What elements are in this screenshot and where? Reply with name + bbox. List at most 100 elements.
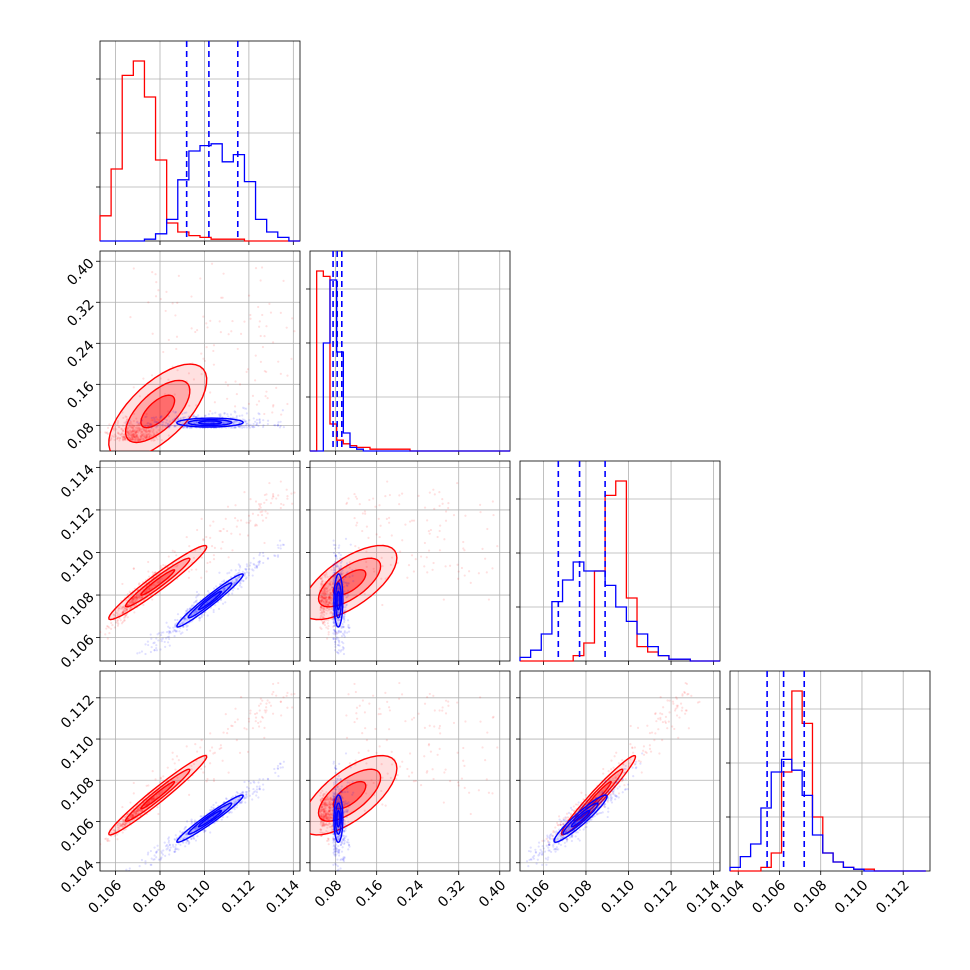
scatter-point-blue-1-0 <box>245 426 248 429</box>
scatter-point-blue-1-0 <box>168 425 171 428</box>
scatter-point-red-3-1 <box>325 804 328 807</box>
scatter-point-red-2-1 <box>327 630 330 634</box>
scatter-point-red-2-0 <box>122 610 125 614</box>
scatter-point-blue-1-0 <box>185 423 188 426</box>
scatter-point-red-3-0 <box>136 809 139 813</box>
scatter-point-blue-2-0 <box>261 551 265 555</box>
scatter-point-red-2-0 <box>132 596 136 599</box>
scatter-point-blue-2-0 <box>251 568 254 571</box>
scatter-point-red-2-1 <box>365 550 368 553</box>
scatter-point-red-2-0 <box>277 494 280 497</box>
scatter-point-red-3-1 <box>328 816 331 819</box>
scatter-point-blue-3-1 <box>336 798 339 801</box>
scatter-point-blue-2-0 <box>163 640 166 644</box>
scatter-point-red-1-0 <box>148 430 152 433</box>
scatter-point-blue-3-1 <box>340 790 343 793</box>
scatter-point-blue-3-0 <box>184 833 187 836</box>
scatter-point-blue-2-0 <box>221 580 224 583</box>
scatter-point-red-2-1 <box>325 601 328 604</box>
scatter-point-red-3-1 <box>323 823 326 826</box>
scatter-point-blue-1-0 <box>166 423 169 426</box>
scatter-point-red-2-1 <box>365 560 368 564</box>
scatter-point-red-3-0 <box>121 822 124 825</box>
scatter-point-red-2-0 <box>234 504 237 507</box>
scatter-point-red-3-0 <box>122 823 125 826</box>
scatter-point-red-3-1 <box>328 821 331 825</box>
scatter-point-red-2-0 <box>200 556 203 559</box>
scatter-point-blue-1-0 <box>255 418 259 421</box>
scatter-point-red-3-0 <box>194 743 197 746</box>
scatter-point-red-2-1 <box>326 603 329 606</box>
scatter-point-blue-2-1 <box>346 631 349 634</box>
scatter-point-red-1-0 <box>162 350 165 354</box>
scatter-point-red-2-1 <box>324 596 328 599</box>
scatter-point-red-3-1 <box>462 746 465 750</box>
scatter-point-blue-3-1 <box>336 865 339 868</box>
scatter-point-red-1-0 <box>188 404 191 407</box>
scatter-point-red-3-1 <box>441 706 444 709</box>
scatter-point-blue-1-0 <box>252 426 255 429</box>
scatter-point-blue-2-0 <box>276 544 279 547</box>
scatter-point-blue-3-1 <box>332 760 335 763</box>
scatter-point-blue-3-1 <box>339 788 342 791</box>
scatter-point-red-1-0 <box>153 438 156 442</box>
scatter-point-blue-3-1 <box>340 858 343 861</box>
scatter-point-red-1-0 <box>206 326 209 329</box>
scatter-point-red-3-1 <box>390 750 393 753</box>
scatter-point-blue-2-1 <box>351 574 354 577</box>
scatter-point-red-2-0 <box>271 494 275 497</box>
scatter-point-red-2-1 <box>390 556 394 559</box>
scatter-point-red-3-1 <box>320 831 323 834</box>
scatter-point-blue-2-1 <box>343 635 346 638</box>
scatter-point-red-3-1 <box>343 822 346 825</box>
scatter-point-red-3-1 <box>322 808 325 811</box>
scatter-point-red-1-0 <box>202 315 205 318</box>
scatter-point-blue-3-1 <box>333 838 336 841</box>
scatter-point-blue-1-0 <box>243 418 246 421</box>
scatter-point-red-2-0 <box>254 523 257 526</box>
scatter-point-red-2-0 <box>141 595 144 598</box>
scatter-point-red-3-1 <box>433 709 436 712</box>
scatter-point-red-1-0 <box>134 432 137 435</box>
scatter-point-red-1-0 <box>136 424 139 427</box>
scatter-point-red-2-0 <box>126 608 129 611</box>
scatter-point-red-1-0 <box>126 430 129 433</box>
scatter-point-red-3-1 <box>331 809 334 812</box>
scatter-point-red-2-0 <box>257 503 261 506</box>
scatter-point-blue-3-0 <box>167 837 170 840</box>
scatter-point-red-3-1 <box>365 792 368 795</box>
scatter-point-red-2-1 <box>329 600 332 603</box>
scatter-point-red-3-1 <box>325 813 328 816</box>
scatter-point-red-2-0 <box>137 595 141 598</box>
scatter-point-red-1-0 <box>137 439 140 442</box>
scatter-point-red-3-1 <box>320 815 323 818</box>
scatter-point-blue-1-0 <box>128 422 131 425</box>
scatter-point-red-2-1 <box>447 502 450 505</box>
scatter-point-red-2-0 <box>135 595 138 599</box>
scatter-point-blue-1-0 <box>153 418 156 421</box>
scatter-point-blue-1-0 <box>242 406 245 409</box>
scatter-point-red-1-0 <box>131 423 134 426</box>
scatter-point-red-3-0 <box>200 767 203 771</box>
scatter-point-red-3-1 <box>380 789 383 793</box>
scatter-point-red-3-0 <box>157 812 160 816</box>
scatter-point-red-3-0 <box>174 768 177 771</box>
scatter-point-red-3-0 <box>124 815 128 818</box>
scatter-point-red-1-0 <box>293 330 296 333</box>
scatter-point-red-3-1 <box>322 803 325 806</box>
scatter-point-blue-2-1 <box>332 624 336 627</box>
scatter-point-blue-2-0 <box>258 554 261 557</box>
scatter-point-red-2-1 <box>398 550 402 553</box>
scatter-point-blue-2-1 <box>336 611 339 614</box>
scatter-point-blue-3-1 <box>333 848 336 851</box>
scatter-point-blue-3-0 <box>248 789 251 793</box>
scatter-point-blue-3-1 <box>344 802 347 805</box>
scatter-point-blue-2-1 <box>337 637 340 640</box>
scatter-point-red-3-1 <box>327 815 330 818</box>
scatter-point-blue-3-1 <box>332 797 335 800</box>
scatter-point-red-2-0 <box>247 521 251 524</box>
scatter-point-blue-3-1 <box>334 845 337 848</box>
scatter-point-red-2-1 <box>322 596 326 600</box>
scatter-point-red-2-1 <box>329 583 332 586</box>
scatter-point-blue-2-0 <box>212 608 215 612</box>
